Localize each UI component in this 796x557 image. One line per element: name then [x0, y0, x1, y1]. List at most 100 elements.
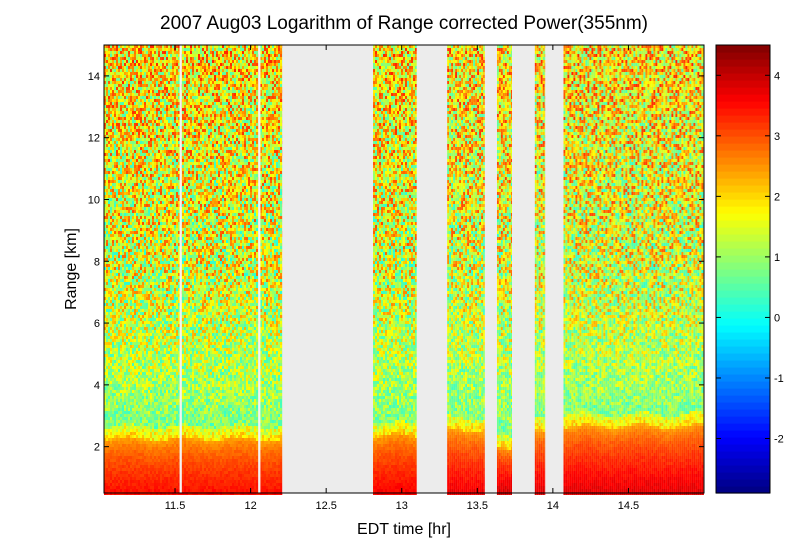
colorbar-band: [716, 409, 770, 417]
colorbar-band: [716, 150, 770, 158]
colorbar-band: [716, 213, 770, 221]
colorbar-band: [716, 444, 770, 452]
colorbar-band: [716, 346, 770, 354]
colorbar-band: [716, 185, 770, 193]
heatmap-segment: [534, 45, 546, 495]
colorbar-tick-label: -1: [774, 373, 784, 385]
colorbar-band: [716, 367, 770, 375]
data-gap: [416, 45, 448, 493]
data-gap: [545, 45, 564, 493]
colorbar-band: [716, 374, 770, 382]
colorbar-band: [716, 115, 770, 123]
colorbar-tick-label: 0: [774, 312, 780, 324]
y-tick-label: 2: [94, 442, 100, 454]
colorbar-band: [716, 472, 770, 480]
colorbar-tick-label: 3: [774, 131, 780, 143]
heatmap-segment: [447, 45, 485, 495]
colorbar-band: [716, 66, 770, 74]
colorbar-band: [716, 206, 770, 214]
data-gap: [179, 45, 182, 493]
chart-title: 2007 Aug03 Logarithm of Range corrected …: [160, 13, 648, 34]
colorbar-band: [716, 486, 770, 494]
colorbar-band: [716, 283, 770, 291]
plot-frame: [103, 44, 705, 494]
colorbar-band: [716, 192, 770, 200]
x-axis-label: EDT time [hr]: [357, 521, 451, 538]
colorbar-band: [716, 339, 770, 347]
colorbar-band: [716, 108, 770, 116]
colorbar-band: [716, 311, 770, 319]
colorbar-band: [716, 269, 770, 277]
colorbar-band: [716, 353, 770, 361]
colorbar-tick-label: 2: [774, 191, 780, 203]
colorbar-band: [716, 332, 770, 340]
colorbar-tick-label: 1: [774, 252, 780, 264]
colorbar-band: [716, 59, 770, 67]
colorbar-band: [716, 416, 770, 424]
colorbar-band: [716, 87, 770, 95]
colorbar-band: [716, 248, 770, 256]
colorbar-frame: [715, 44, 771, 494]
colorbar-band: [716, 437, 770, 445]
x-tick-label: 14: [547, 500, 559, 512]
colorbar-band: [716, 381, 770, 389]
colorbar-band: [716, 171, 770, 179]
y-tick-label: 12: [88, 133, 100, 145]
x-tick-label: 12: [244, 500, 256, 512]
x-tick-label: 12.5: [315, 500, 336, 512]
colorbar-band: [716, 255, 770, 263]
colorbar-band: [716, 388, 770, 396]
colorbar-band: [716, 157, 770, 165]
colorbar-band: [716, 234, 770, 242]
y-tick-label: 4: [94, 380, 100, 392]
colorbar: -2 -1 0 1 2 3 4: [715, 44, 784, 494]
x-tick-label: 13.5: [467, 500, 488, 512]
heatmap-segment: [104, 45, 283, 495]
x-tick-label: 11.5: [165, 500, 186, 512]
colorbar-band: [716, 395, 770, 403]
colorbar-band: [716, 276, 770, 284]
colorbar-band: [716, 458, 770, 466]
colorbar-band: [716, 241, 770, 249]
colorbar-tick-label: -2: [774, 434, 784, 446]
colorbar-band: [716, 143, 770, 151]
colorbar-band: [716, 227, 770, 235]
data-gap: [258, 45, 261, 493]
colorbar-band: [716, 220, 770, 228]
colorbar-band: [716, 136, 770, 144]
y-axis-label: Range [km]: [63, 228, 80, 310]
heatmap-segment: [373, 45, 417, 495]
colorbar-tick-label: 4: [774, 70, 780, 82]
colorbar-band: [716, 178, 770, 186]
colorbar-band: [716, 479, 770, 487]
colorbar-band: [716, 80, 770, 88]
y-axis: 2 4 6 8 10 12 14: [88, 71, 704, 454]
colorbar-band: [716, 94, 770, 102]
x-tick-label: 13: [396, 500, 408, 512]
colorbar-band: [716, 451, 770, 459]
colorbar-band: [716, 45, 770, 53]
colorbar-band: [716, 297, 770, 305]
colorbar-band: [716, 325, 770, 333]
heatmap-plot: [104, 45, 704, 495]
y-tick-label: 6: [94, 318, 100, 330]
colorbar-band: [716, 52, 770, 60]
colorbar-band: [716, 290, 770, 298]
colorbar-band: [716, 465, 770, 473]
heatmap-segment: [496, 45, 512, 495]
colorbar-band: [716, 262, 770, 270]
colorbar-band: [716, 304, 770, 312]
y-tick-label: 8: [94, 256, 100, 268]
heatmap-segment: [563, 45, 704, 495]
colorbar-band: [716, 430, 770, 438]
y-tick-label: 10: [88, 194, 100, 206]
data-gap: [282, 45, 374, 493]
data-gaps: [179, 45, 564, 493]
x-tick-label: 14.5: [618, 500, 639, 512]
colorbar-band: [716, 318, 770, 326]
colorbar-band: [716, 164, 770, 172]
colorbar-band: [716, 129, 770, 137]
colorbar-band: [716, 199, 770, 207]
x-axis: 11.5 12 12.5 13 13.5 14 14.5: [165, 45, 639, 512]
